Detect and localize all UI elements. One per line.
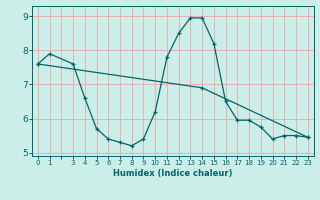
X-axis label: Humidex (Indice chaleur): Humidex (Indice chaleur): [113, 169, 233, 178]
